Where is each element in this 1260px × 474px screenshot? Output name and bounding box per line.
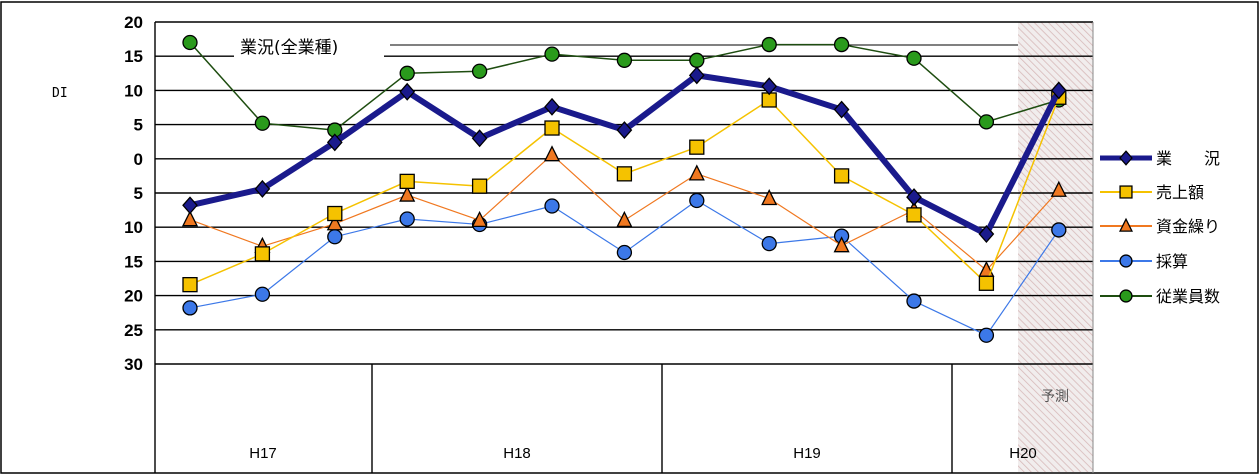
forecast-label: 予測 xyxy=(1041,389,1069,405)
legend-marker xyxy=(1119,254,1133,268)
data-point xyxy=(399,82,416,101)
data-point xyxy=(978,225,995,244)
legend-marker xyxy=(1119,150,1133,166)
legend-item: 資金繰り xyxy=(1100,217,1220,236)
data-point xyxy=(544,198,560,214)
data-point xyxy=(833,36,850,53)
category-label: H19 xyxy=(793,445,821,462)
y-tick-label: 10 xyxy=(124,81,143,100)
data-point xyxy=(399,173,415,190)
data-point xyxy=(544,120,560,136)
data-point xyxy=(544,97,560,116)
data-point xyxy=(761,77,778,96)
series-5 xyxy=(182,34,1067,138)
data-point xyxy=(254,246,271,262)
y-tick-label: 20 xyxy=(124,13,143,32)
legend-marker xyxy=(1119,289,1133,303)
y-tick-label: 5 xyxy=(134,116,143,135)
data-point xyxy=(182,196,198,215)
data-point xyxy=(327,229,343,245)
y-axis-label: DI xyxy=(52,86,68,101)
data-point xyxy=(182,34,198,51)
data-point xyxy=(688,164,705,181)
data-point xyxy=(906,50,922,66)
data-point xyxy=(471,178,488,194)
data-point xyxy=(471,63,488,79)
data-point xyxy=(761,36,777,53)
category-labels: H17 H18 H19 H20 xyxy=(249,445,1037,462)
category-label: H20 xyxy=(1009,445,1037,462)
y-tick-label: 25 xyxy=(124,321,143,340)
data-point xyxy=(978,275,995,291)
y-tick-label: 10 xyxy=(124,218,143,237)
legend-item: 売上額 xyxy=(1100,183,1204,202)
series-1 xyxy=(182,66,1067,244)
data-point xyxy=(978,114,995,130)
data-point xyxy=(1051,222,1067,238)
legend-label: 採算 xyxy=(1156,252,1188,271)
data-point xyxy=(689,192,705,209)
legend-label: 従業員数 xyxy=(1156,287,1220,306)
data-point xyxy=(616,52,633,68)
data-point xyxy=(543,145,561,162)
data-point xyxy=(616,166,633,182)
data-point xyxy=(327,205,343,222)
data-point xyxy=(399,185,416,202)
data-point xyxy=(833,236,850,253)
y-tick-label: 15 xyxy=(124,47,143,66)
data-point xyxy=(689,139,705,155)
y-tick-label: 20 xyxy=(124,287,143,306)
data-point xyxy=(471,129,488,148)
annotation-background xyxy=(234,34,384,58)
data-point xyxy=(833,100,850,119)
data-point xyxy=(399,211,415,227)
data-point xyxy=(616,121,633,140)
legend-label: 資金繰り xyxy=(1156,217,1220,236)
data-point xyxy=(833,168,850,184)
data-point xyxy=(254,115,271,131)
data-point xyxy=(616,244,633,261)
legend-item: 業 況 xyxy=(1100,149,1220,168)
annotation-label: 業況(全業種) xyxy=(240,38,338,58)
y-tick-label: 15 xyxy=(124,252,143,271)
series-2 xyxy=(182,89,1067,293)
legend-label: 業 況 xyxy=(1156,149,1220,168)
data-point xyxy=(906,188,922,207)
category-label: H17 xyxy=(249,445,277,462)
y-tick-labels: 20 15 10 5 0 5 10 15 20 25 30 xyxy=(124,13,143,374)
data-point xyxy=(761,235,777,252)
category-frame xyxy=(371,22,1094,473)
legend-item: 採算 xyxy=(1100,252,1188,271)
data-point xyxy=(906,293,922,309)
y-tick-label: 0 xyxy=(134,150,143,169)
data-point xyxy=(761,189,778,206)
data-point xyxy=(254,286,271,302)
data-point xyxy=(181,210,199,227)
data-point xyxy=(399,65,415,81)
data-point xyxy=(254,179,271,198)
legend-label: 売上額 xyxy=(1156,183,1204,202)
data-point xyxy=(688,66,705,85)
data-point xyxy=(616,210,633,228)
data-point xyxy=(978,327,995,343)
series-layer xyxy=(181,34,1067,343)
data-point xyxy=(182,277,198,293)
data-point xyxy=(1050,81,1067,100)
data-point xyxy=(544,46,560,62)
data-point xyxy=(689,52,705,68)
category-label: H18 xyxy=(503,445,531,462)
legend-item: 従業員数 xyxy=(1100,287,1220,306)
data-point xyxy=(471,210,488,228)
legend-marker xyxy=(1118,217,1134,232)
data-point xyxy=(326,133,343,152)
legend-marker xyxy=(1119,185,1133,199)
data-point xyxy=(906,207,922,223)
data-point xyxy=(1050,180,1067,197)
y-tick-label: 30 xyxy=(124,355,143,374)
data-point xyxy=(326,214,343,231)
data-point xyxy=(182,300,198,316)
y-tick-label: 5 xyxy=(134,184,143,203)
